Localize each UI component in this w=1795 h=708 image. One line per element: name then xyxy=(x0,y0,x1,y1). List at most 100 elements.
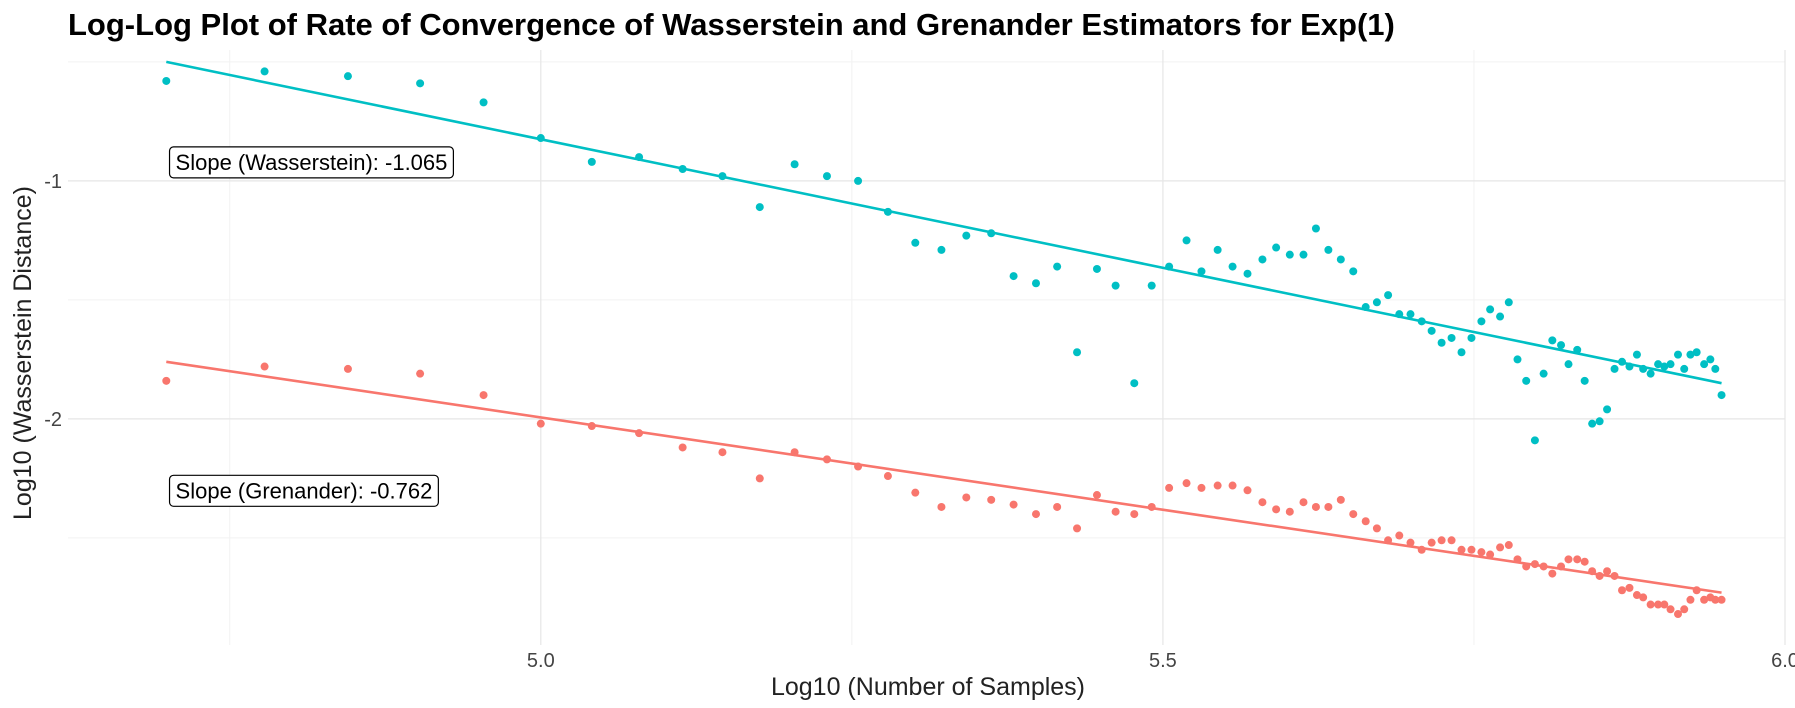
data-point xyxy=(1349,267,1358,276)
data-point xyxy=(260,362,269,371)
data-point xyxy=(1324,502,1333,511)
data-point xyxy=(1711,364,1720,373)
data-point xyxy=(1427,538,1436,547)
data-point xyxy=(1680,605,1689,614)
data-point xyxy=(1625,583,1634,592)
data-point xyxy=(1595,417,1604,426)
data-point xyxy=(1700,595,1709,604)
data-point xyxy=(162,76,171,85)
data-point xyxy=(1009,272,1018,281)
data-point xyxy=(1092,264,1101,273)
data-point xyxy=(1632,350,1641,359)
data-point xyxy=(1660,362,1669,371)
data-point xyxy=(1053,262,1062,271)
data-point xyxy=(1588,419,1597,428)
data-point xyxy=(1673,610,1682,619)
data-point xyxy=(962,493,971,502)
data-point xyxy=(1258,498,1267,507)
data-point xyxy=(1504,541,1513,550)
data-point xyxy=(536,419,545,428)
regression-line xyxy=(166,60,1722,385)
data-point xyxy=(1706,355,1715,364)
data-point xyxy=(1530,436,1539,445)
data-point xyxy=(1680,364,1689,373)
label-box xyxy=(168,146,454,179)
data-point xyxy=(1504,298,1513,307)
data-point xyxy=(1406,310,1415,319)
data-point xyxy=(1654,600,1663,609)
data-point xyxy=(1285,250,1294,259)
data-point xyxy=(1467,545,1476,554)
data-point xyxy=(678,443,687,452)
data-points xyxy=(162,67,1726,619)
data-point xyxy=(1272,505,1281,514)
regression-line xyxy=(166,360,1722,594)
data-point xyxy=(587,422,596,431)
data-point xyxy=(1372,298,1381,307)
data-point xyxy=(1147,281,1156,290)
data-point xyxy=(1618,586,1627,595)
data-point xyxy=(1625,362,1634,371)
data-point xyxy=(1522,562,1531,571)
data-point xyxy=(1053,502,1062,511)
data-point xyxy=(1417,317,1426,326)
data-point xyxy=(1588,567,1597,576)
data-point xyxy=(1092,491,1101,500)
data-point xyxy=(1603,567,1612,576)
data-point xyxy=(1513,355,1522,364)
data-point xyxy=(1228,262,1237,271)
data-point xyxy=(1213,481,1222,490)
data-point xyxy=(1660,600,1669,609)
data-point xyxy=(1639,593,1648,602)
x-axis-title: Log10 (Number of Samples) xyxy=(771,673,1085,701)
data-point xyxy=(1299,250,1308,259)
x-tick-label: 5.0 xyxy=(527,650,555,672)
label-box xyxy=(168,474,439,507)
data-point xyxy=(1654,360,1663,369)
data-point xyxy=(1477,317,1486,326)
data-point xyxy=(937,502,946,511)
data-point xyxy=(1548,569,1557,578)
data-point xyxy=(1349,510,1358,519)
data-point xyxy=(1603,405,1612,414)
data-point xyxy=(883,207,892,216)
data-point xyxy=(1395,310,1404,319)
data-point xyxy=(1111,281,1120,290)
data-point xyxy=(635,153,644,162)
data-point xyxy=(1700,360,1709,369)
chart-title: Log-Log Plot of Rate of Convergence of W… xyxy=(68,7,1395,42)
data-point xyxy=(1580,376,1589,385)
slope-label: Slope (Wasserstein): -1.065 xyxy=(168,146,454,179)
data-point xyxy=(937,245,946,254)
data-point xyxy=(1496,312,1505,321)
data-point xyxy=(479,98,488,107)
data-point xyxy=(1530,560,1539,569)
series-1 xyxy=(162,362,1726,619)
data-point xyxy=(1258,255,1267,264)
data-point xyxy=(1618,357,1627,366)
data-point xyxy=(416,79,425,88)
data-point xyxy=(1213,245,1222,254)
data-point xyxy=(822,172,831,181)
data-point xyxy=(1130,510,1139,519)
data-point xyxy=(1673,350,1682,359)
data-point xyxy=(1573,345,1582,354)
data-point xyxy=(1311,502,1320,511)
data-point xyxy=(1646,369,1655,378)
data-point xyxy=(1632,591,1641,600)
slope-label-text: Slope (Grenander): -0.762 xyxy=(176,478,433,503)
data-point xyxy=(1147,502,1156,511)
grid xyxy=(68,50,1786,645)
slope-label-text: Slope (Wasserstein): -1.065 xyxy=(176,150,448,175)
data-point xyxy=(755,474,764,483)
data-point xyxy=(854,462,863,471)
data-point xyxy=(962,231,971,240)
data-point xyxy=(1361,303,1370,312)
slope-label: Slope (Grenander): -0.762 xyxy=(168,474,439,507)
data-point xyxy=(1646,600,1655,609)
y-tick-label: -2 xyxy=(44,409,62,431)
data-point xyxy=(911,238,920,247)
data-point xyxy=(1228,481,1237,490)
data-point xyxy=(854,176,863,185)
